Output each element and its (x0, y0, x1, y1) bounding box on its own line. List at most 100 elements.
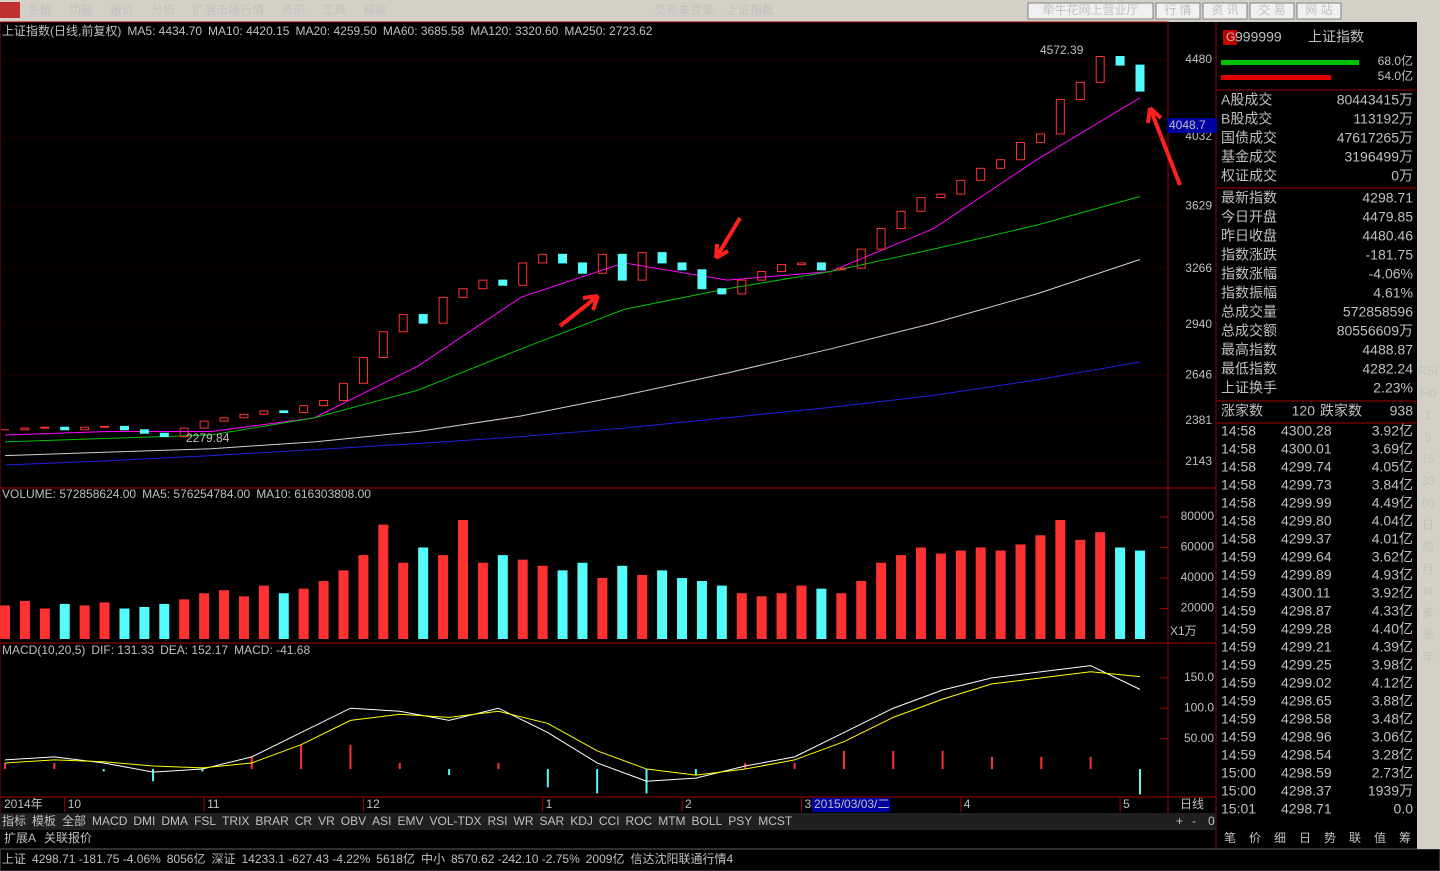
indicator-tab[interactable]: SAR (540, 814, 565, 828)
toolbar-button[interactable]: 日 (1422, 518, 1434, 532)
tick-time: 14:59 (1221, 603, 1256, 619)
top-button[interactable] (1027, 2, 1154, 20)
toolbar-button[interactable]: 季 (1422, 628, 1434, 642)
indicator-tab[interactable]: TRIX (222, 814, 249, 828)
legend-item: DEA: 152.17 (160, 643, 228, 657)
indicator-tab[interactable]: 模板 (32, 814, 56, 828)
tick-volume: 4.05亿 (1372, 459, 1413, 475)
indicator-tab[interactable]: CCI (599, 814, 620, 828)
panel-tab[interactable]: 笔 (1224, 830, 1236, 845)
top-button[interactable] (1249, 2, 1295, 20)
panel-tab[interactable]: 细 (1274, 831, 1286, 845)
indicator-tab[interactable]: DMI (133, 814, 155, 828)
top-button[interactable] (1202, 2, 1248, 20)
chart-frame (0, 21, 1169, 816)
indicator-tab[interactable]: VOL-TDX (429, 814, 481, 828)
tick-volume: 4.33亿 (1372, 603, 1413, 619)
toolbar-button[interactable]: 60 (1421, 496, 1435, 510)
menu-item[interactable]: 报价 (110, 2, 134, 17)
indicator-tab[interactable]: WR (514, 814, 534, 828)
toolbar-button[interactable]: 1 (1425, 408, 1432, 422)
stat-value: 4488.87 (1362, 342, 1413, 358)
zoom-button[interactable]: + (1176, 814, 1183, 828)
volume-bar (975, 547, 986, 639)
candle (856, 248, 866, 269)
indicator-tab[interactable]: 指标 (2, 813, 26, 828)
tick-time: 14:58 (1221, 495, 1256, 511)
indicator-tab[interactable]: 全部 (62, 813, 86, 828)
tick-price: 4300.28 (1281, 423, 1332, 439)
toolbar-button[interactable]: 月 (1422, 562, 1434, 576)
ma-line (4, 196, 1141, 443)
candle (1055, 99, 1065, 135)
stat-label: A股成交 (1221, 92, 1272, 108)
menu-item[interactable]: 扩展市场行情 (192, 2, 264, 17)
toolbar-button[interactable]: 周 (1422, 540, 1434, 554)
menu-item[interactable]: 系统 (28, 3, 52, 17)
toolbar-button[interactable]: RSI (1418, 364, 1438, 378)
menu-item[interactable]: 工具 (322, 3, 346, 17)
x-tick-label: 2 (685, 797, 692, 811)
top-button[interactable] (1296, 2, 1342, 20)
badge (1223, 30, 1237, 45)
indicator-tab[interactable]: EMV (397, 814, 423, 828)
x-tick-label: 11 (207, 797, 220, 811)
menu-item[interactable]: 资讯 (281, 3, 305, 17)
indicator-tab[interactable]: OBV (341, 814, 366, 828)
indicator-tab[interactable]: MCST (758, 814, 793, 828)
indicator-tab[interactable]: VR (318, 814, 335, 828)
panel-tab[interactable]: 联 (1349, 831, 1361, 845)
indicator-tab[interactable]: KDJ (570, 814, 593, 828)
volume-bar (856, 581, 867, 639)
legend-item: MA20: 4259.50 (295, 24, 377, 38)
toolbar-button[interactable]: 15 (1421, 452, 1435, 466)
volume-bar (876, 562, 887, 639)
toolbar-button[interactable]: Fib (1420, 386, 1437, 400)
panel-tab[interactable]: 值 (1374, 830, 1386, 845)
tick-volume: 3.92亿 (1372, 423, 1413, 439)
toolbar-button[interactable]: 5 (1425, 430, 1432, 444)
toolbar-button[interactable]: 多 (1422, 606, 1434, 620)
zoom-button[interactable]: - (1192, 814, 1196, 828)
candle (119, 425, 129, 431)
indicator-tab[interactable]: ROC (626, 814, 653, 828)
menu-item[interactable]: 帮助 (363, 3, 387, 17)
indicator-tab[interactable]: ASI (372, 814, 391, 828)
menu-item[interactable]: 功能 (69, 3, 93, 17)
volume-bar (179, 599, 190, 639)
indicator-tab[interactable]: CR (295, 814, 313, 828)
indicator-tab[interactable]: DMA (161, 814, 188, 828)
indicator-tab[interactable]: BRAR (255, 814, 289, 828)
volume-bar (39, 608, 50, 639)
indicator-tab[interactable]: BOLL (692, 814, 723, 828)
panel-tab[interactable]: 价 (1249, 831, 1261, 845)
toolbar-button[interactable]: N (1424, 584, 1433, 598)
top-button-label[interactable]: 交 易 (1258, 2, 1285, 17)
panel-tab[interactable]: 筹 (1399, 831, 1411, 845)
indicator-tab[interactable]: RSI (488, 814, 508, 828)
menu-item[interactable]: 分析 (151, 3, 175, 17)
panel-tab[interactable]: 日 (1299, 831, 1311, 845)
volume-bar (696, 581, 707, 639)
sub-tab: 扩展A (4, 831, 36, 845)
y-tick-label: 3629 (1185, 199, 1212, 213)
indicator-tab[interactable]: MACD (92, 814, 128, 828)
indicator-tab[interactable]: PSY (728, 814, 752, 828)
legend-item: MA5: 576254784.00 (142, 487, 250, 501)
tick-volume: 4.04亿 (1372, 513, 1413, 529)
top-button-label[interactable]: 行 情 (1164, 3, 1191, 17)
tick-volume: 4.49亿 (1372, 495, 1413, 511)
indicator-tab[interactable]: MTM (658, 814, 685, 828)
app-icon (0, 2, 20, 18)
toolbar-button[interactable]: 年 (1422, 650, 1434, 664)
top-button-label[interactable]: 网 站 (1305, 3, 1332, 17)
panel-tab[interactable]: 势 (1324, 831, 1336, 845)
top-button[interactable] (1155, 2, 1201, 20)
top-button-label[interactable]: 资 讯 (1211, 3, 1238, 17)
volume-bar (1135, 550, 1145, 639)
toolbar-button[interactable]: 30 (1421, 474, 1435, 488)
tick-price: 4298.71 (1281, 801, 1332, 817)
zoom-button[interactable]: 0 (1208, 814, 1215, 828)
indicator-tab[interactable]: FSL (194, 814, 216, 828)
top-button-label[interactable]: 牵牛花网上营业厅 (1042, 2, 1138, 17)
